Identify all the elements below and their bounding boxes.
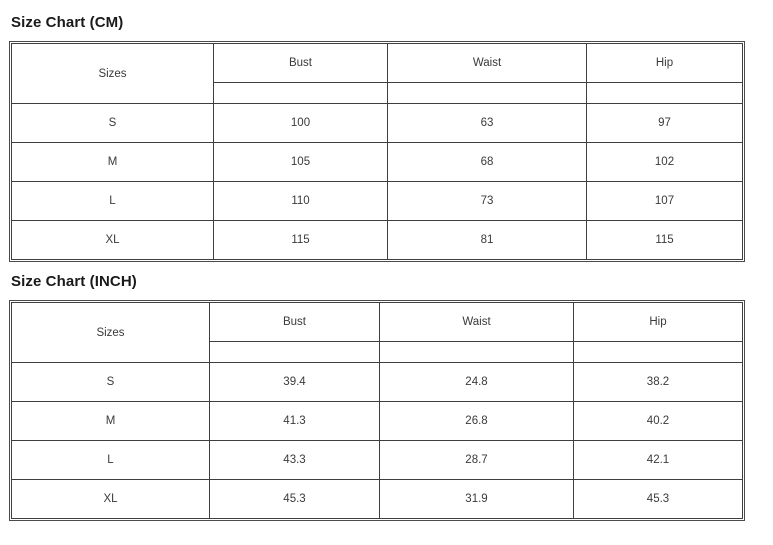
table-subheader-row (12, 82, 743, 104)
table-row: M 41.3 26.8 40.2 (11, 401, 743, 441)
subheader-cell-hip (573, 341, 743, 363)
table-row: L 43.3 28.7 42.1 (11, 440, 743, 480)
cell-hip: 40.2 (573, 401, 743, 441)
cell-hip: 115 (586, 220, 743, 260)
subheader-cell-hip (586, 82, 743, 104)
cell-bust: 45.3 (209, 479, 380, 519)
cell-waist: 31.9 (379, 479, 574, 519)
cell-bust: 105 (213, 142, 388, 182)
table-row: M 105 68 102 (11, 142, 743, 182)
cell-size: L (11, 440, 210, 480)
cell-size: S (11, 362, 210, 402)
cell-size: L (11, 181, 214, 221)
cell-size: XL (11, 220, 214, 260)
column-header-hip: Hip (573, 302, 743, 342)
table-header-row: Sizes Bust Waist Hip (11, 302, 743, 363)
cell-bust: 110 (213, 181, 388, 221)
cell-waist: 73 (387, 181, 587, 221)
size-chart-inch-block: Size Chart (INCH) Sizes Bust Waist Hip (9, 260, 762, 521)
subheader-cell-waist (387, 82, 587, 104)
table-header-row: Sizes Bust Waist Hip (11, 43, 743, 104)
cell-hip: 38.2 (573, 362, 743, 402)
column-header-bust: Bust (209, 302, 380, 342)
cell-size: M (11, 142, 214, 182)
cell-bust: 41.3 (209, 401, 380, 441)
cell-waist: 24.8 (379, 362, 574, 402)
cell-waist: 81 (387, 220, 587, 260)
table-row: XL 115 81 115 (11, 220, 743, 260)
table-row: XL 45.3 31.9 45.3 (11, 479, 743, 519)
cell-size: S (11, 103, 214, 143)
cell-waist: 63 (387, 103, 587, 143)
cell-size: M (11, 401, 210, 441)
cell-waist: 26.8 (379, 401, 574, 441)
cell-waist: 28.7 (379, 440, 574, 480)
column-header-sizes: Sizes (11, 302, 210, 363)
size-chart-cm-block: Size Chart (CM) Sizes Bust Waist Hip (9, 0, 762, 262)
column-header-hip: Hip (586, 43, 743, 83)
cell-waist: 68 (387, 142, 587, 182)
cell-hip: 97 (586, 103, 743, 143)
cell-hip: 107 (586, 181, 743, 221)
column-header-sizes: Sizes (11, 43, 214, 104)
subheader-cell-waist (379, 341, 574, 363)
cell-hip: 42.1 (573, 440, 743, 480)
subheader-cell-bust (209, 341, 380, 363)
cell-bust: 39.4 (209, 362, 380, 402)
table-row: L 110 73 107 (11, 181, 743, 221)
size-chart-inch-title: Size Chart (INCH) (11, 273, 137, 290)
cell-bust: 43.3 (209, 440, 380, 480)
table-row: S 100 63 97 (11, 103, 743, 143)
size-chart-cm-table: Sizes Bust Waist Hip S 100 63 97 (9, 41, 745, 262)
column-header-waist: Waist (387, 43, 587, 83)
cell-size: XL (11, 479, 210, 519)
table-row: S 39.4 24.8 38.2 (11, 362, 743, 402)
cell-hip: 102 (586, 142, 743, 182)
cell-hip: 45.3 (573, 479, 743, 519)
cell-bust: 115 (213, 220, 388, 260)
column-header-bust: Bust (213, 43, 388, 83)
size-chart-cm-title: Size Chart (CM) (11, 14, 124, 31)
column-header-waist: Waist (379, 302, 574, 342)
cell-bust: 100 (213, 103, 388, 143)
subheader-cell-bust (213, 82, 388, 104)
size-chart-inch-table: Sizes Bust Waist Hip S 39.4 24.8 38.2 (9, 300, 745, 521)
